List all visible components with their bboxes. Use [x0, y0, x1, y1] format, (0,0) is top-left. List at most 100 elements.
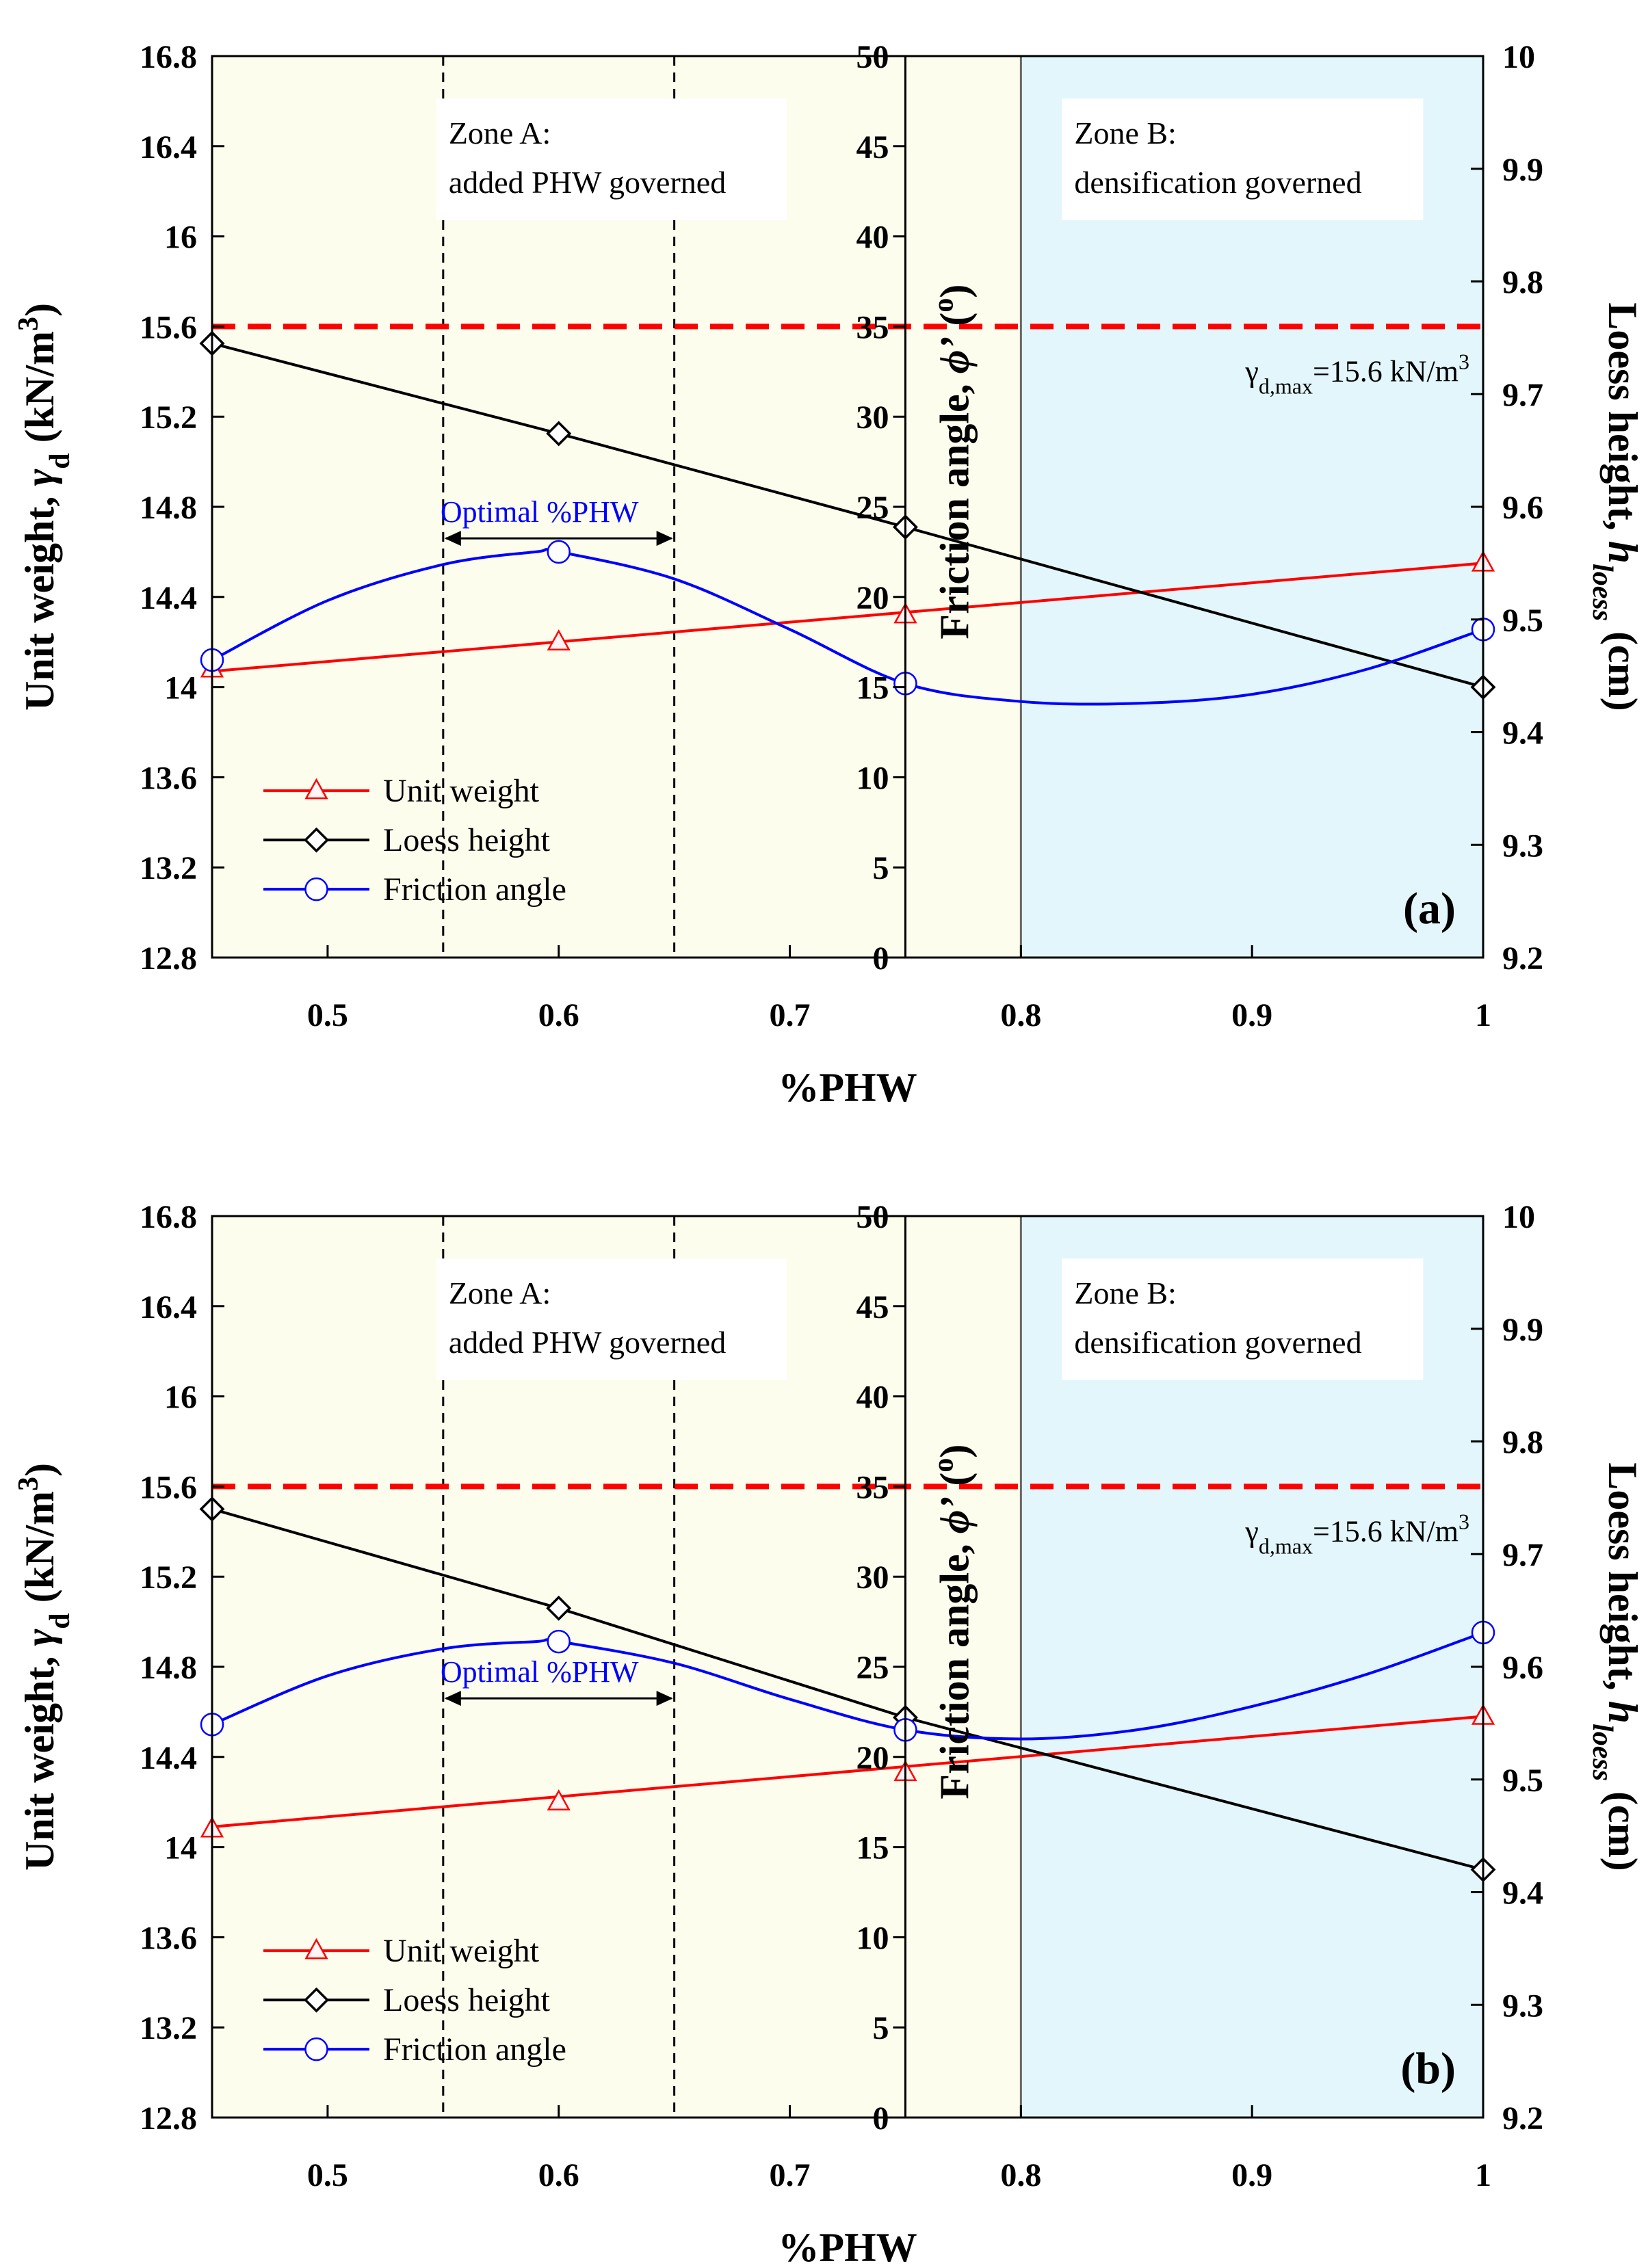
left-y-axis-title: Unit weight, γd (kN/m3)	[13, 303, 76, 711]
left-y-tick-label: 13.6	[140, 1920, 197, 1956]
left-y-tick-label: 14	[164, 1830, 197, 1867]
x-tick-label: 0.5	[307, 2157, 348, 2193]
left-y-tick-label: 14.4	[140, 1740, 197, 1776]
chart-panel-2: Zone A: added PHW governed Zone B: densific…	[13, 1199, 1645, 2268]
left-y-tick-label: 14.8	[140, 1650, 197, 1686]
data-point-diamond	[546, 1595, 572, 1621]
data-point-triangle	[547, 629, 571, 650]
left-y-tick-label: 12.8	[140, 940, 197, 977]
zone-a-label: Zone A: added PHW governed	[436, 1258, 787, 1380]
x-tick-label: 0.8	[1000, 997, 1041, 1033]
left-y-tick-label: 13.6	[140, 760, 197, 796]
left-y-tick-label: 14.4	[140, 580, 197, 616]
right-y-tick-label: 9.8	[1502, 1425, 1543, 1461]
zone-a-title: Zone A:	[449, 116, 551, 150]
zone-a-label: Zone A: added PHW governed	[436, 98, 787, 220]
zone-b-title: Zone B:	[1074, 116, 1176, 150]
right-y-tick-label: 10	[1502, 1199, 1535, 1235]
left-y-tick-label: 16.4	[140, 129, 197, 166]
data-point-circle	[547, 540, 571, 564]
x-tick-label: 0.7	[770, 2157, 811, 2193]
right-y-tick-label: 9.8	[1502, 265, 1543, 301]
legend-marker-circle	[304, 877, 328, 901]
left-y-axis-title: Unit weight, γd (kN/m3)	[13, 1463, 76, 1871]
optimal-range-arrowhead-right	[656, 1691, 673, 1706]
right-y-tick-label: 9.4	[1502, 715, 1543, 752]
x-tick-label: 0.6	[538, 2157, 579, 2193]
zone-b-label: Zone B: densification governed	[1062, 1258, 1424, 1380]
right-y-tick-label: 9.6	[1502, 1650, 1543, 1686]
legend-label: Friction angle	[383, 871, 566, 908]
zone-b-label-box	[1062, 98, 1424, 220]
series-line	[211, 548, 1484, 706]
legend: Unit weight Loess height Friction angle	[263, 1933, 566, 2068]
x-axis-title: %PHW	[778, 2225, 917, 2268]
left-y-tick-label: 15.6	[140, 309, 197, 345]
left-y-tick-label: 12.8	[140, 2100, 197, 2137]
zone-b-description: densification governed	[1074, 165, 1361, 200]
x-tick-label: 0.9	[1231, 997, 1272, 1033]
middle-y-tick-label: 30	[856, 1559, 889, 1596]
right-y-tick-label: 9.5	[1502, 603, 1543, 639]
left-y-tick-label: 16	[164, 1380, 197, 1416]
series-line	[211, 342, 1484, 689]
middle-y-tick-label: 0	[872, 940, 889, 977]
right-y-tick-label: 9.2	[1502, 940, 1543, 977]
left-y-tick-label: 15.6	[140, 1469, 197, 1505]
legend-label: Loess height	[383, 1982, 551, 2018]
optimal-range-arrowhead-left	[444, 1691, 461, 1706]
left-y-tick-label: 16	[164, 220, 197, 256]
zone-a-label-box	[436, 98, 787, 220]
left-y-tick-label: 16.8	[140, 1199, 197, 1235]
zone-a-description: added PHW governed	[449, 1325, 726, 1360]
optimal-range-arrowhead-right	[656, 531, 673, 546]
middle-y-tick-label: 50	[856, 1199, 889, 1235]
left-y-tick-label: 16.8	[140, 39, 197, 75]
middle-y-tick-label: 5	[872, 2010, 889, 2046]
zone-a-label-box	[436, 1258, 787, 1380]
right-y-tick-label: 9.3	[1502, 828, 1543, 864]
zone-b-description: densification governed	[1074, 1325, 1361, 1360]
left-y-tick-label: 15.2	[140, 1559, 197, 1596]
legend-marker-triangle	[304, 778, 328, 800]
zone-b-title: Zone B:	[1074, 1276, 1176, 1310]
middle-y-tick-label: 45	[856, 1289, 889, 1326]
left-y-tick-label: 14	[164, 670, 197, 707]
middle-y-tick-label: 20	[856, 1740, 889, 1776]
max-unit-weight-label: γd,max=15.6 kN/m3	[1244, 349, 1469, 398]
series-line	[211, 1715, 1484, 1828]
x-tick-label: 0.8	[1000, 2157, 1041, 2193]
left-y-tick-label: 16.4	[140, 1289, 197, 1326]
x-tick-label: 0.5	[307, 997, 348, 1033]
legend-marker-circle	[304, 2037, 328, 2061]
middle-y-tick-label: 15	[856, 670, 889, 707]
x-tick-label: 0.9	[1231, 2157, 1272, 2193]
x-tick-label: 0.6	[538, 997, 579, 1033]
optimal-range-label: Optimal %PHW	[441, 495, 639, 529]
zone-a-title: Zone A:	[449, 1276, 551, 1310]
data-point-diamond	[546, 421, 572, 447]
middle-y-tick-label: 10	[856, 1920, 889, 1956]
x-tick-label: 1	[1475, 997, 1491, 1033]
legend-label: Unit weight	[383, 773, 540, 809]
data-point-triangle	[547, 1789, 571, 1810]
legend: Unit weight Loess height Friction angle	[263, 773, 566, 908]
right-y-tick-label: 10	[1502, 39, 1535, 75]
right-y-tick-label: 9.7	[1502, 1537, 1543, 1573]
right-y-tick-label: 9.6	[1502, 490, 1543, 526]
right-y-tick-label: 9.7	[1502, 377, 1543, 413]
right-y-tick-label: 9.3	[1502, 1988, 1543, 2024]
legend-marker-diamond	[304, 1987, 329, 2013]
middle-y-tick-label: 10	[856, 760, 889, 796]
legend-label: Loess height	[383, 822, 551, 858]
middle-y-axis-title: Friction angle, ϕ’ (o)	[928, 285, 977, 639]
middle-y-tick-label: 40	[856, 220, 889, 256]
data-point-circle	[547, 1629, 571, 1654]
middle-y-tick-label: 20	[856, 580, 889, 616]
middle-y-tick-label: 25	[856, 1650, 889, 1686]
middle-y-tick-label: 5	[872, 850, 889, 886]
right-y-tick-label: 9.9	[1502, 152, 1543, 188]
middle-y-tick-label: 25	[856, 490, 889, 526]
legend-marker-triangle	[304, 1938, 328, 1960]
x-axis-title: %PHW	[778, 1065, 917, 1110]
